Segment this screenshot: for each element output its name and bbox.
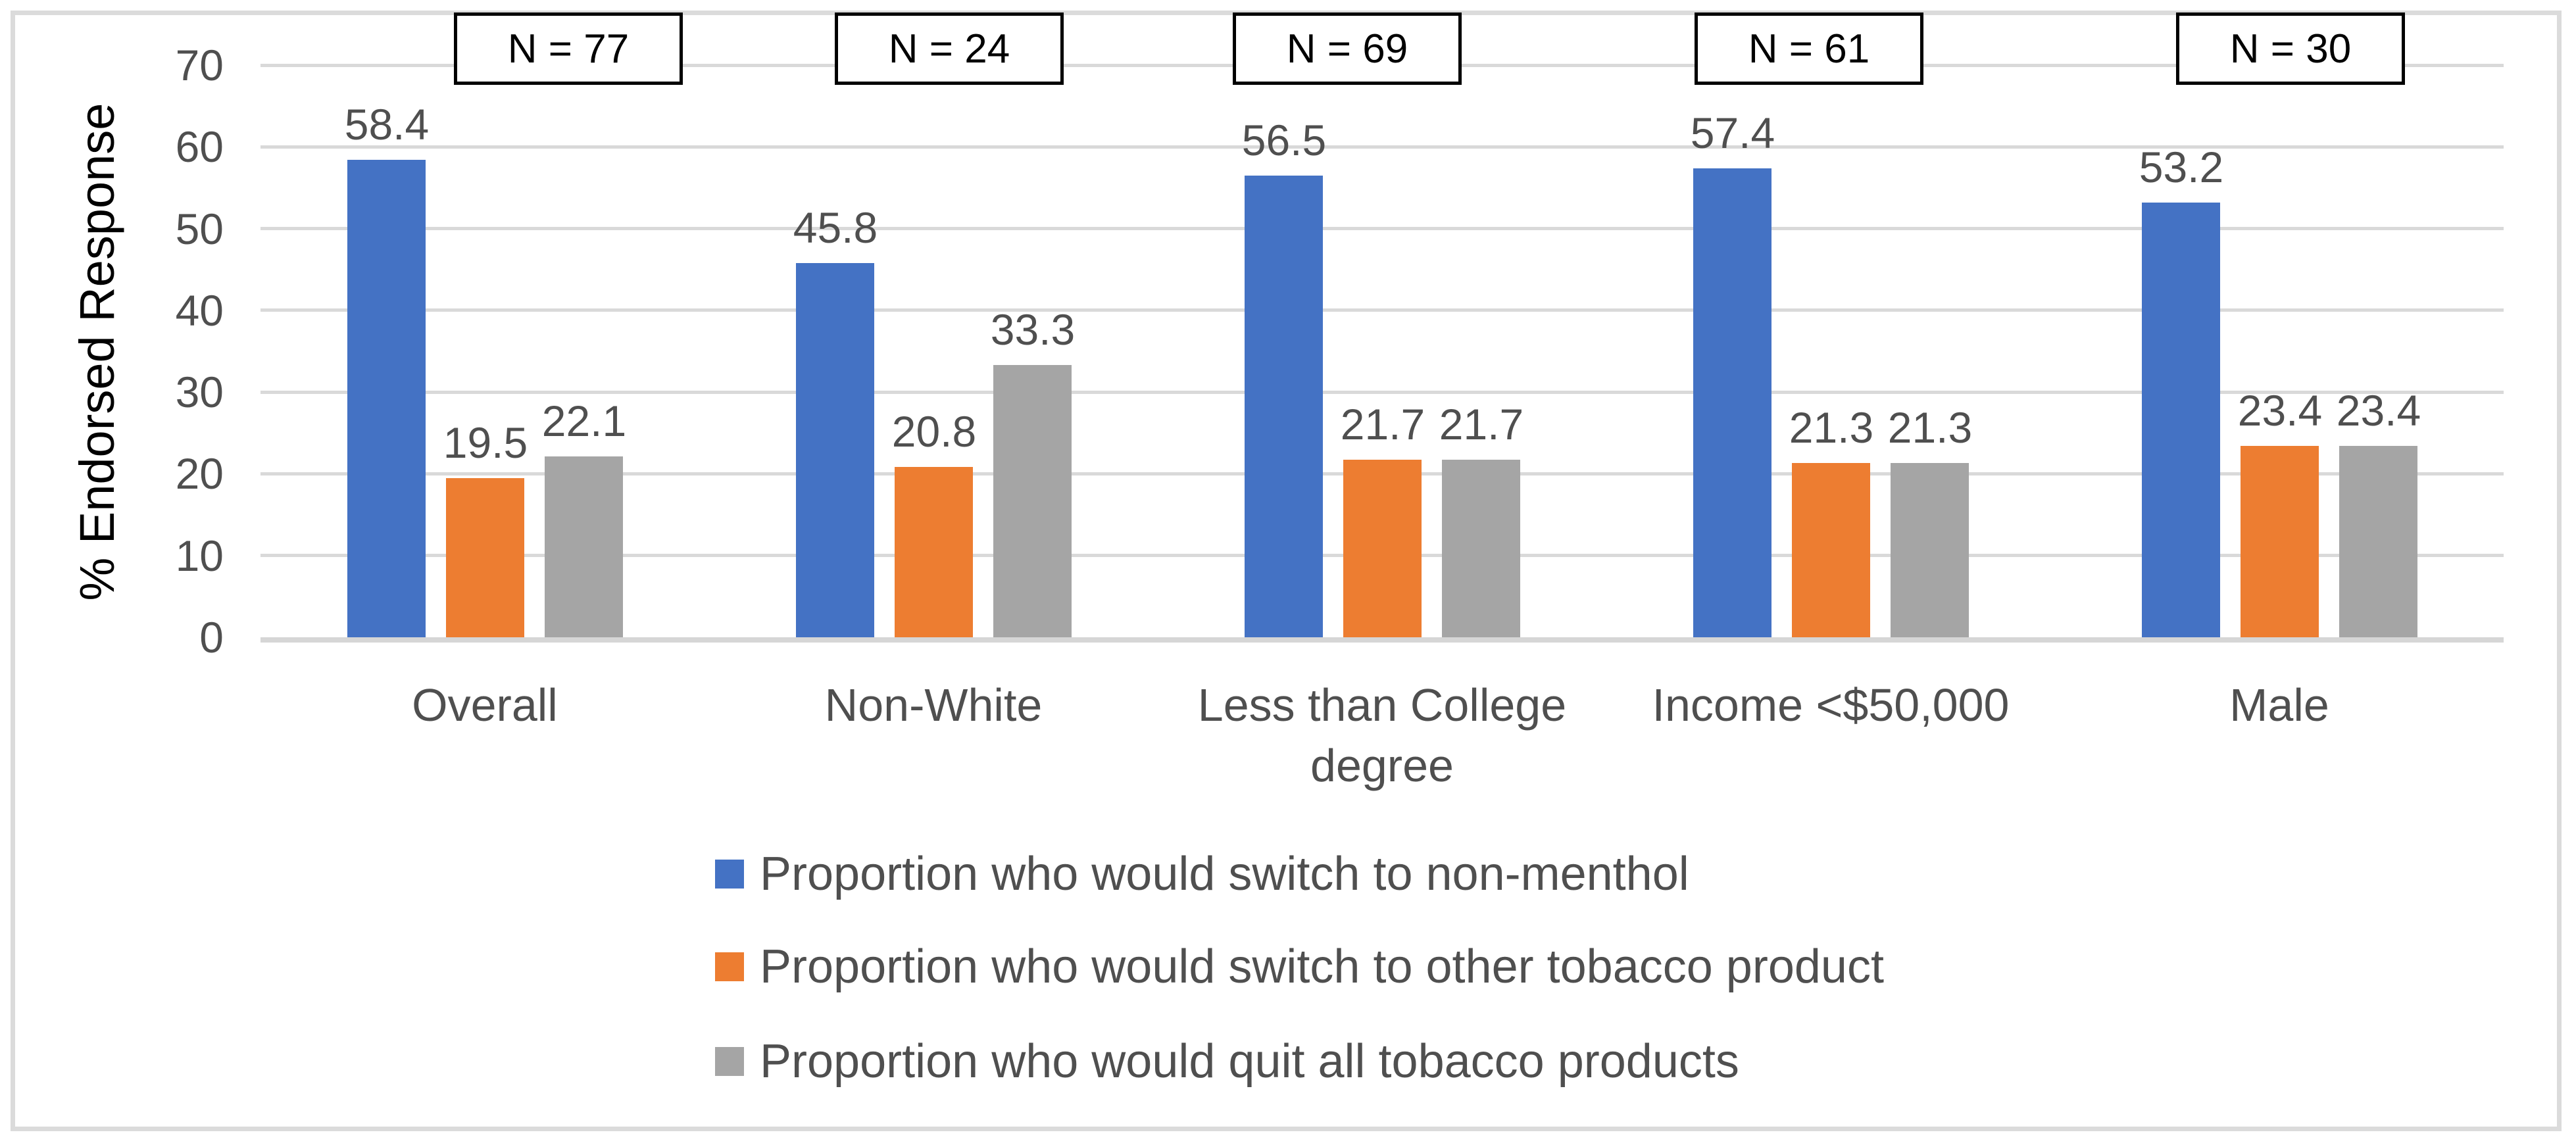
- bar: [1891, 463, 1969, 637]
- y-tick-label: 40: [175, 285, 224, 335]
- legend-label: Proportion who would quit all tobacco pr…: [760, 1035, 1739, 1088]
- legend-swatch: [715, 1047, 744, 1076]
- n-box: N = 61: [1695, 12, 1923, 85]
- bar-value-label: 33.3: [990, 305, 1076, 354]
- n-box: N = 30: [2176, 12, 2405, 85]
- bar-value-label: 45.8: [793, 203, 878, 252]
- bar: [545, 456, 623, 637]
- bar-value-label: 58.4: [344, 100, 430, 149]
- bar-value-label: 21.3: [1887, 403, 1973, 452]
- bar: [2142, 203, 2220, 637]
- y-gridline: [260, 390, 2504, 394]
- bar: [1343, 460, 1422, 637]
- y-gridline: [260, 308, 2504, 312]
- bar-value-label: 57.4: [1690, 109, 1775, 157]
- y-gridline: [260, 145, 2504, 149]
- y-tick-label: 50: [175, 204, 224, 253]
- legend-label: Proportion who would switch to non-menth…: [760, 848, 1689, 900]
- bar: [993, 365, 1072, 637]
- bar: [2241, 446, 2319, 637]
- bar-value-label: 19.5: [443, 418, 528, 467]
- n-box: N = 77: [454, 12, 683, 85]
- legend-swatch: [715, 860, 744, 889]
- n-box: N = 24: [835, 12, 1064, 85]
- bar: [446, 478, 524, 637]
- y-gridline: [260, 227, 2504, 231]
- category-label: Less than College degree: [1197, 679, 1567, 791]
- bar-value-label: 23.4: [2336, 386, 2421, 435]
- y-tick-label: 30: [175, 368, 224, 417]
- bar: [1792, 463, 1870, 637]
- category-label: Overall: [412, 679, 558, 731]
- y-tick-label: 70: [175, 41, 224, 89]
- category-label: Male: [2229, 679, 2329, 731]
- bar: [1693, 168, 1771, 637]
- y-tick-label: 60: [175, 122, 224, 172]
- y-tick-label: 20: [175, 449, 224, 499]
- legend-label: Proportion who would switch to other tob…: [760, 940, 1884, 993]
- bar-value-label: 21.7: [1340, 400, 1425, 449]
- y-tick-label: 10: [175, 531, 224, 580]
- bar: [2339, 446, 2417, 637]
- bar-value-label: 21.3: [1789, 403, 1874, 452]
- bar-value-label: 53.2: [2139, 143, 2224, 191]
- n-box: N = 69: [1233, 12, 1462, 85]
- bar-value-label: 56.5: [1241, 116, 1327, 164]
- bar-value-label: 21.7: [1439, 400, 1524, 449]
- bar: [796, 263, 874, 637]
- bar: [895, 467, 973, 637]
- bar: [1245, 176, 1323, 637]
- legend-item: Proportion who would quit all tobacco pr…: [715, 1034, 1739, 1089]
- y-tick-label: 0: [199, 613, 224, 662]
- bar-value-label: 23.4: [2237, 386, 2323, 435]
- bar-value-label: 22.1: [541, 397, 627, 445]
- x-axis-line: [260, 637, 2504, 643]
- legend-swatch: [715, 952, 744, 981]
- bar-value-label: 20.8: [891, 407, 977, 456]
- bar: [347, 160, 426, 637]
- legend-item: Proportion who would switch to non-menth…: [715, 846, 1689, 902]
- bar: [1442, 460, 1520, 637]
- legend-item: Proportion who would switch to other tob…: [715, 939, 1884, 994]
- category-label: Non-White: [824, 679, 1043, 731]
- category-label: Income <$50,000: [1652, 679, 2010, 731]
